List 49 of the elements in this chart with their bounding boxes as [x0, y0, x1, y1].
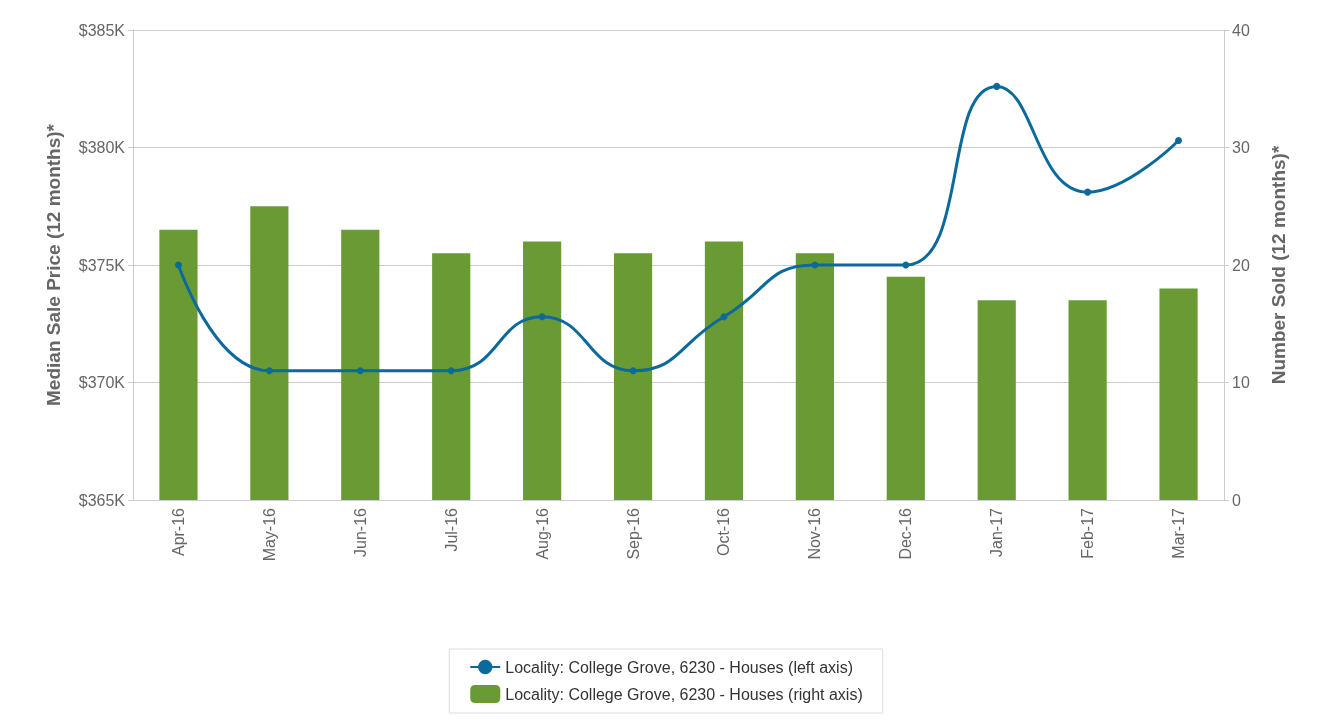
bar — [795, 253, 834, 500]
x-tick-label: Nov-16 — [806, 507, 824, 560]
y-tick-label: $385K — [78, 21, 126, 39]
bar — [341, 229, 380, 500]
point — [265, 367, 273, 375]
point — [720, 313, 728, 321]
y2-tick-label: 10 — [1232, 374, 1250, 391]
bar — [523, 241, 562, 500]
bar — [613, 253, 653, 500]
point — [993, 82, 1001, 90]
point — [174, 261, 182, 269]
y-axis-title: Median Sale Price (12 months)* — [43, 123, 64, 406]
legend-label: Locality: College Grove, 6230 - Houses (left axis) — [505, 658, 853, 676]
y2-tick-label: 20 — [1232, 256, 1250, 274]
x-tick-label: Apr-16 — [169, 507, 187, 557]
x-tick-label: Feb-17 — [1079, 507, 1097, 559]
bar — [886, 276, 925, 500]
point — [1175, 136, 1183, 144]
y2-tick-label: 0 — [1232, 491, 1241, 509]
bar — [1159, 288, 1198, 500]
y2-tick-label: 40 — [1232, 21, 1250, 39]
y-tick-label: $380K — [78, 139, 126, 156]
point — [447, 367, 455, 375]
x-tick-label: Jul-16 — [442, 507, 460, 552]
bar — [432, 253, 471, 500]
point — [538, 313, 546, 321]
point — [356, 367, 364, 375]
bar — [1068, 300, 1107, 500]
x-tick-label: May-16 — [260, 507, 278, 562]
y-tick-label: $375K — [78, 256, 126, 274]
point — [629, 367, 637, 375]
point — [1084, 188, 1092, 196]
bar — [977, 300, 1016, 500]
y-tick-label: $365K — [78, 491, 126, 509]
y2-tick-label: 30 — [1232, 139, 1250, 156]
x-tick-label: Jun-16 — [351, 507, 369, 557]
x-tick-label: Aug-16 — [533, 507, 551, 560]
legend-label: Locality: College Grove, 6230 - Houses (right axis) — [505, 685, 863, 703]
point — [902, 261, 910, 269]
x-tick-label: Sep-16 — [624, 507, 642, 560]
x-tick-label: Jan-17 — [988, 507, 1006, 557]
bar — [250, 206, 289, 500]
y-tick-label: $370K — [78, 374, 126, 391]
x-tick-label: Dec-16 — [897, 507, 915, 560]
x-tick-label: Oct-16 — [715, 507, 733, 557]
bar — [159, 229, 198, 500]
x-tick-label: Mar-17 — [1170, 507, 1188, 559]
y2-axis-title: Number Sold (12 months)* — [1268, 145, 1289, 385]
bar — [704, 241, 744, 500]
